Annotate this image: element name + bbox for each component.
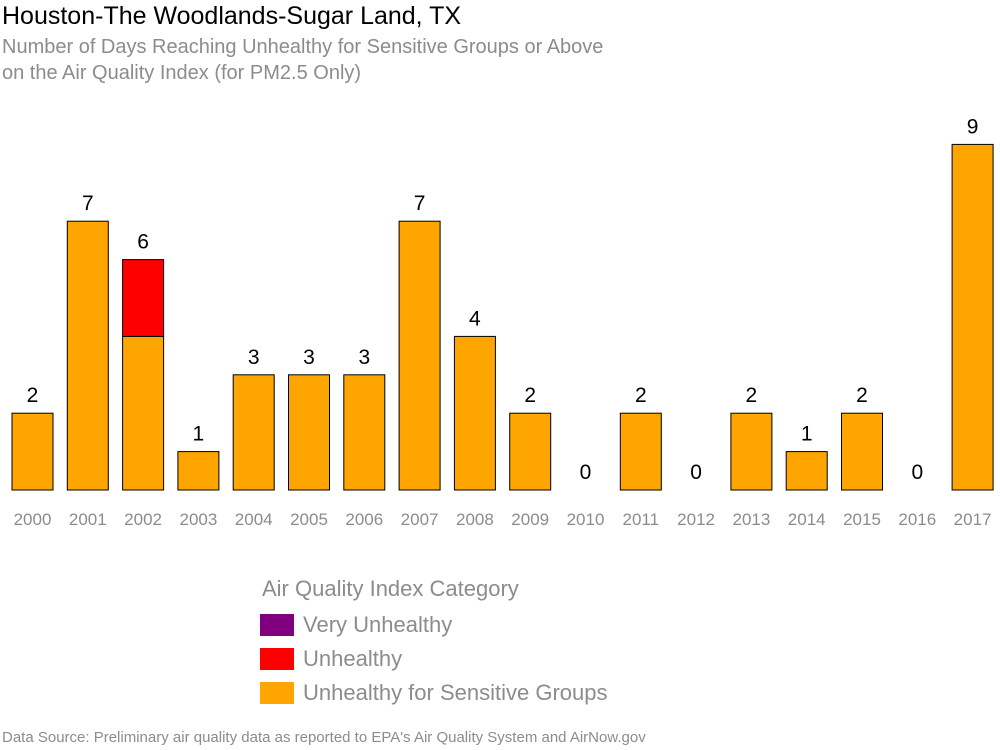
x-tick-label-2015: 2015 <box>843 510 881 529</box>
bar-2011-unhealthy-for-sensitive-groups <box>619 412 662 491</box>
bar-2014-unhealthy-for-sensitive-groups <box>785 451 828 491</box>
bar-2000-unhealthy-for-sensitive-groups <box>11 412 54 491</box>
x-tick-label-2004: 2004 <box>235 510 273 529</box>
x-tick-label-2013: 2013 <box>732 510 770 529</box>
bar-2008-unhealthy-for-sensitive-groups <box>453 335 496 491</box>
data-label-2004: 3 <box>248 346 260 369</box>
data-label-2001: 7 <box>82 192 94 215</box>
chart-title: Houston-The Woodlands-Sugar Land, TX <box>2 2 462 30</box>
data-label-2010: 0 <box>580 461 592 484</box>
data-label-2016: 0 <box>911 461 923 484</box>
legend-title: Air Quality Index Category <box>262 576 519 601</box>
data-label-2013: 2 <box>746 384 758 407</box>
data-label-2014: 1 <box>801 423 813 446</box>
data-label-2012: 0 <box>690 461 702 484</box>
bar-2001-unhealthy-for-sensitive-groups <box>66 220 109 491</box>
x-tick-label-2003: 2003 <box>179 510 217 529</box>
x-tick-label-2008: 2008 <box>456 510 494 529</box>
legend-swatch-very-unhealthy <box>260 614 294 636</box>
data-label-2005: 3 <box>303 346 315 369</box>
bar-2002-unhealthy-for-sensitive-groups <box>122 335 165 491</box>
x-tick-label-2006: 2006 <box>345 510 383 529</box>
legend-label-very-unhealthy: Very Unhealthy <box>303 612 453 637</box>
legend-label-unhealthy: Unhealthy <box>303 646 403 671</box>
legend-swatch-unhealthy <box>260 648 294 670</box>
x-tick-label-2010: 2010 <box>567 510 605 529</box>
x-tick-label-2005: 2005 <box>290 510 328 529</box>
data-label-2006: 3 <box>358 346 370 369</box>
legend-label-unhealthy-sensitive-groups: Unhealthy for Sensitive Groups <box>303 680 608 705</box>
bar-2015-unhealthy-for-sensitive-groups <box>841 412 883 491</box>
x-tick-label-2009: 2009 <box>511 510 549 529</box>
data-label-2015: 2 <box>856 384 868 407</box>
bar-2017-unhealthy-for-sensitive-groups <box>951 143 994 491</box>
data-label-2011: 2 <box>635 384 647 407</box>
data-label-2009: 2 <box>524 384 536 407</box>
data-label-2008: 4 <box>469 307 481 330</box>
data-label-2017: 9 <box>967 115 979 138</box>
bar-2007-unhealthy-for-sensitive-groups <box>398 220 441 491</box>
bar-2013-unhealthy-for-sensitive-groups <box>730 412 773 491</box>
bar-2006-unhealthy-for-sensitive-groups <box>343 374 386 491</box>
data-label-2003: 1 <box>193 423 205 446</box>
x-tick-label-2002: 2002 <box>124 510 162 529</box>
x-tick-label-2014: 2014 <box>788 510 826 529</box>
data-label-2002: 6 <box>137 231 149 254</box>
x-tick-label-2001: 2001 <box>69 510 107 529</box>
x-tick-label-2012: 2012 <box>677 510 715 529</box>
legend-swatch-unhealthy-sensitive-groups <box>260 682 294 704</box>
chart-subtitle-line-2: on the Air Quality Index (for PM2.5 Only… <box>2 62 362 84</box>
bar-2004-unhealthy-for-sensitive-groups <box>232 374 275 491</box>
bar-2005-unhealthy-for-sensitive-groups <box>288 374 330 491</box>
x-tick-label-2000: 2000 <box>14 510 52 529</box>
x-tick-label-2017: 2017 <box>954 510 992 529</box>
x-tick-label-2016: 2016 <box>898 510 936 529</box>
x-tick-label-2007: 2007 <box>401 510 439 529</box>
bar-2003-unhealthy-for-sensitive-groups <box>177 451 220 491</box>
data-source-note: Data Source: Preliminary air quality dat… <box>2 729 646 746</box>
data-label-2000: 2 <box>27 384 39 407</box>
data-label-2007: 7 <box>414 192 426 215</box>
chart-subtitle-line-1: Number of Days Reaching Unhealthy for Se… <box>2 36 604 58</box>
bar-2002-unhealthy <box>122 259 165 337</box>
bar-2009-unhealthy-for-sensitive-groups <box>509 412 552 491</box>
x-tick-label-2011: 2011 <box>623 510 660 529</box>
